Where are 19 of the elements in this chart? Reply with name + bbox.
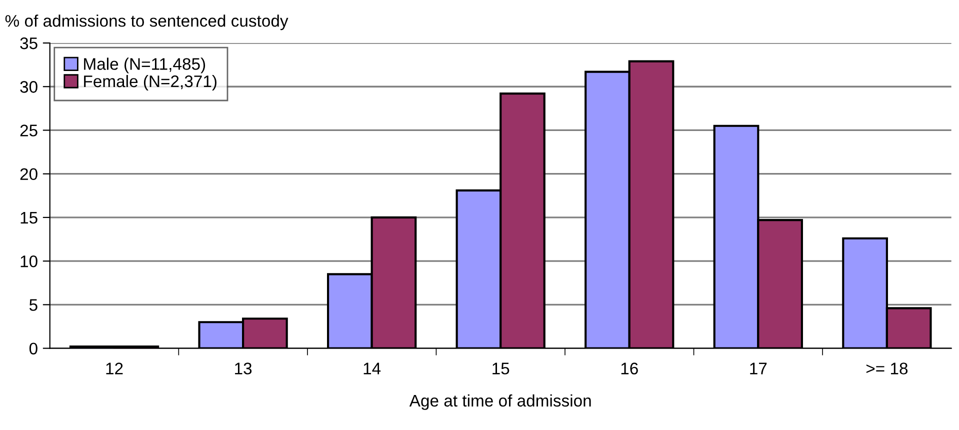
x-tick-label: 16 xyxy=(621,362,638,374)
y-tick-label: 5 xyxy=(29,299,38,311)
x-axis-title: Age at time of admission xyxy=(409,394,591,410)
y-tick-label: 20 xyxy=(20,168,38,180)
x-tick-label: 14 xyxy=(364,362,381,374)
x-tick-label: 13 xyxy=(235,362,252,374)
x-tick-label: >= 18 xyxy=(866,362,908,374)
y-tick-label: 30 xyxy=(20,81,38,93)
y-axis-title: % of admissions to sentenced custody xyxy=(5,14,288,30)
x-tick-label: 17 xyxy=(750,362,767,374)
y-tick-label: 15 xyxy=(20,212,38,224)
legend-label: Female (N=2,371) xyxy=(84,74,216,90)
y-tick-label: 10 xyxy=(20,255,38,268)
y-tick-label: 35 xyxy=(20,37,38,50)
x-tick-label: 12 xyxy=(106,362,123,374)
legend-label: Male (N=11,485) xyxy=(84,58,206,74)
y-tick-label: 0 xyxy=(29,342,38,355)
x-tick-label: 15 xyxy=(492,362,510,374)
y-tick-label: 25 xyxy=(20,124,38,136)
